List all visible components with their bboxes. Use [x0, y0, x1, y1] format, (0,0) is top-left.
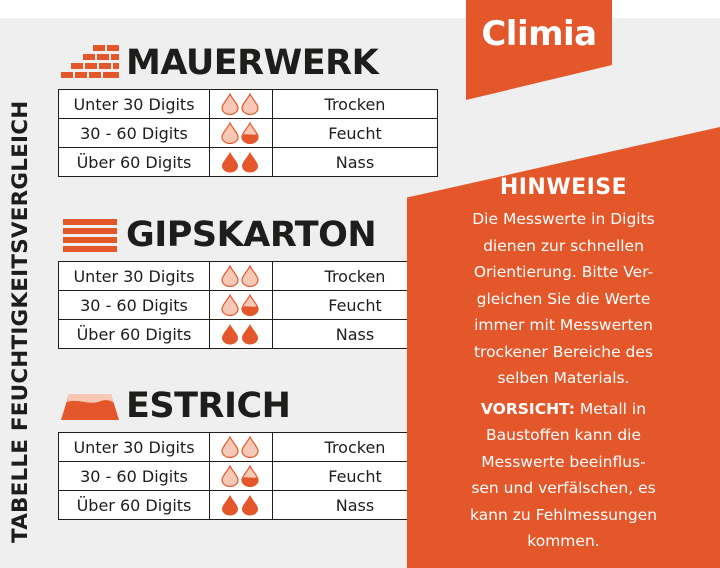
two-empty-drops-icon [221, 93, 259, 115]
section-title: MAUERWERK [126, 43, 379, 83]
range-cell: Unter 30 Digits [58, 432, 210, 462]
drops-cell [209, 432, 273, 462]
empty-and-half-drop-icon [221, 294, 259, 316]
drops-cell [209, 89, 273, 119]
drops-cell [209, 319, 273, 349]
notes-line: immer mit Messwerten [474, 316, 653, 334]
state-cell: Feucht [272, 118, 438, 148]
two-full-drops-icon [222, 152, 258, 173]
empty-and-half-drop-icon [221, 465, 259, 487]
brand-name: Climia [481, 14, 597, 54]
table-row: Über 60 Digits Nass [58, 319, 438, 349]
two-full-drops-icon [222, 324, 258, 345]
notes-line: Messwerte beeinflus- [481, 452, 646, 471]
section-header-gipskarton: GIPSKARTON [58, 210, 377, 260]
state-cell: Nass [272, 147, 438, 177]
drops-cell [209, 490, 273, 520]
drops-cell [209, 118, 273, 148]
notes-line: kommen. [527, 532, 600, 550]
range-cell: Über 60 Digits [58, 147, 210, 177]
range-cell: Über 60 Digits [58, 490, 210, 520]
table-row: 30 - 60 Digits Feucht [58, 290, 438, 320]
drops-cell [209, 290, 273, 320]
two-empty-drops-icon [221, 265, 259, 287]
notes-line: VORSICHT: Metall in [407, 396, 720, 423]
range-cell: Unter 30 Digits [58, 89, 210, 119]
warning-first-line: Metall in [574, 399, 647, 418]
table-row: 30 - 60 Digits Feucht [58, 461, 438, 491]
table-row: Über 60 Digits Nass [58, 490, 438, 520]
section-title: GIPSKARTON [126, 215, 377, 255]
section-title: ESTRICH [126, 386, 291, 426]
notes-line: sen und verfälschen, es [471, 479, 656, 497]
drops-cell [209, 147, 273, 177]
moisture-table-mauerwerk: Unter 30 Digits Trocken 30 - 60 Digits F… [58, 89, 438, 177]
range-cell: 30 - 60 Digits [58, 461, 210, 491]
two-empty-drops-icon [221, 436, 259, 458]
notes-warning: VORSICHT: Metall in Baustoffen kann die … [407, 396, 720, 555]
drops-cell [209, 461, 273, 491]
table-row: Unter 30 Digits Trocken [58, 261, 438, 291]
notes-line: Die Messwerte in Digits [472, 210, 655, 228]
screed-layer-icon [58, 384, 122, 428]
notes-line: selben Materials. [497, 369, 630, 387]
table-row: Über 60 Digits Nass [58, 147, 438, 177]
notes-paragraph: Die Messwerte in Digits dienen zur schne… [407, 206, 720, 392]
notes-line: dienen zur schnellen [483, 236, 644, 255]
table-row: Unter 30 Digits Trocken [58, 432, 438, 462]
notes-line: Baustoffen kann die [485, 426, 641, 444]
notes-line: trockener Bereiche des [473, 342, 654, 361]
moisture-table-gipskarton: Unter 30 Digits Trocken 30 - 60 Digits F… [58, 261, 438, 349]
table-row: Unter 30 Digits Trocken [58, 89, 438, 119]
table-row: 30 - 60 Digits Feucht [58, 118, 438, 148]
brick-wall-icon [58, 41, 122, 85]
notes-title: HINWEISE [499, 175, 628, 200]
drops-cell [209, 261, 273, 291]
two-full-drops-icon [222, 495, 258, 516]
notes-panel: HINWEISE Die Messwerte in Digits dienen … [407, 127, 720, 568]
notes-line: kann zu Fehlmessungen [469, 505, 658, 524]
range-cell: Unter 30 Digits [58, 261, 210, 291]
side-title: TABELLE FEUCHTIGKEITSVERGLEICH [8, 100, 33, 543]
range-cell: 30 - 60 Digits [58, 118, 210, 148]
moisture-table-estrich: Unter 30 Digits Trocken 30 - 60 Digits F… [58, 432, 438, 520]
section-header-mauerwerk: MAUERWERK [58, 38, 379, 88]
plasterboard-stack-icon [58, 213, 122, 257]
range-cell: 30 - 60 Digits [58, 290, 210, 320]
empty-and-half-drop-icon [221, 122, 259, 144]
notes-line: gleichen Sie die Werte [476, 289, 651, 308]
range-cell: Über 60 Digits [58, 319, 210, 349]
warning-label: VORSICHT: [480, 399, 575, 418]
state-cell: Trocken [272, 89, 438, 119]
section-header-estrich: ESTRICH [58, 381, 291, 431]
notes-line: Orientierung. Bitte Ver- [473, 263, 654, 281]
